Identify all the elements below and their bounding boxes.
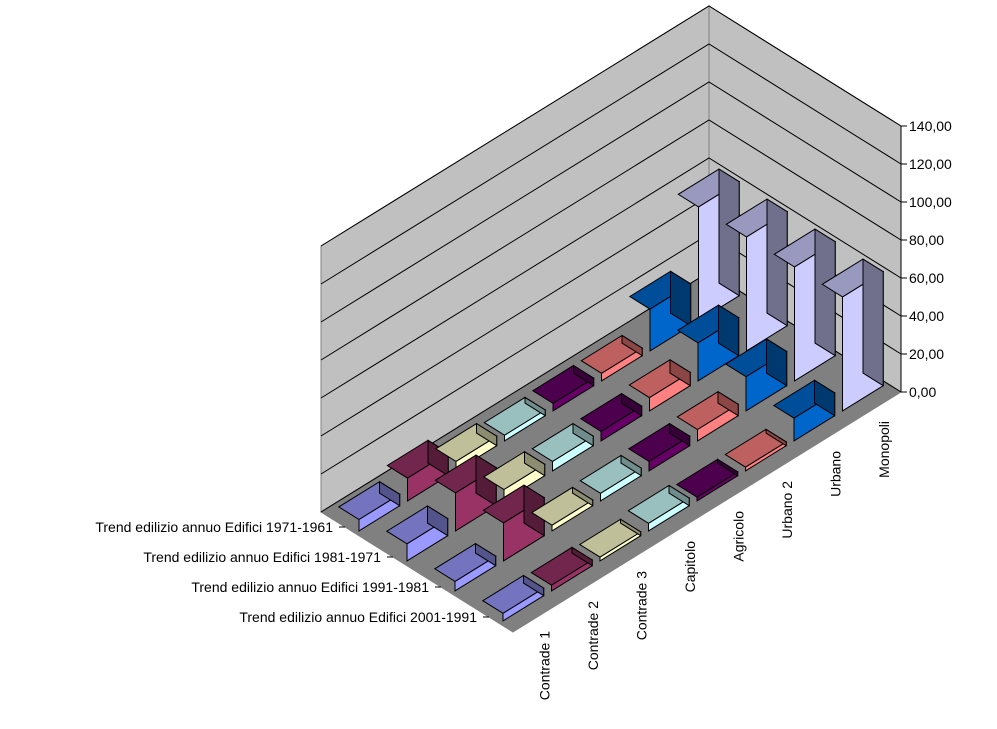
gridline [320,81,902,323]
series-label: Trend edilizio annuo Edifici 1971-1961 [95,519,333,535]
ribbon-side [427,439,449,477]
ribbon-side [668,484,690,507]
ribbon-side [669,358,691,387]
ribbon-side [379,480,401,507]
ribbon-side [718,304,740,357]
ribbon-side [524,450,546,477]
ribbon-side [476,422,498,447]
ribbon-side [572,422,594,447]
y-tick-label: 120,00 [909,156,952,172]
series-label: Trend edilizio annuo Edifici 1981-1971 [143,549,381,565]
ribbon-side [862,258,884,387]
ribbon-side [475,542,497,567]
ribbon-side [620,454,642,477]
y-tick-label: 60,00 [909,270,944,286]
x-tick-label: Capitolo [682,541,698,593]
x-tick-label: Contrade 2 [585,601,601,670]
ribbon-side [766,337,788,387]
ribbon-side [523,574,545,597]
x-tick-label: Urbano [827,451,843,497]
ribbon-side [718,168,740,297]
ribbon-side [669,422,691,447]
ribbon-side [670,270,692,327]
x-tick-label: Contrade 1 [536,631,552,700]
gridline [320,119,902,361]
ribbon-side [621,392,643,417]
ribbon-side [766,198,788,327]
x-tick-label: Contrade 3 [633,571,649,640]
ribbon-side [814,379,836,417]
y-tick-label: 100,00 [909,194,952,210]
gridline [320,157,902,399]
y-tick-label: 20,00 [909,346,944,362]
ribbon-side [572,486,594,507]
x-tick-label: Urbano 2 [779,481,795,539]
ribbon-side [717,458,739,477]
gridline [320,5,902,247]
ribbon-side [621,334,643,357]
ribbon-side [573,364,595,387]
ribbon-side [717,390,739,417]
ribbon-side [814,228,836,357]
ribbon-side [524,396,546,417]
series-label: Trend edilizio annuo Edifici 1991-1981 [191,579,429,595]
y-tick-label: 80,00 [909,232,944,248]
y-tick-label: 0,00 [909,384,936,400]
ribbon-side [765,428,787,447]
x-tick-label: Monopoli [876,421,892,478]
series-label: Trend edilizio annuo Edifici 2001-1991 [239,609,477,625]
ribbon-side [620,518,642,537]
ribbon-side [571,546,593,567]
y-tick-label: 40,00 [909,308,944,324]
gridline [320,43,902,285]
ribbon-side [427,505,449,537]
y-tick-label: 140,00 [909,118,952,134]
x-tick-label: Agricolo [730,511,746,562]
